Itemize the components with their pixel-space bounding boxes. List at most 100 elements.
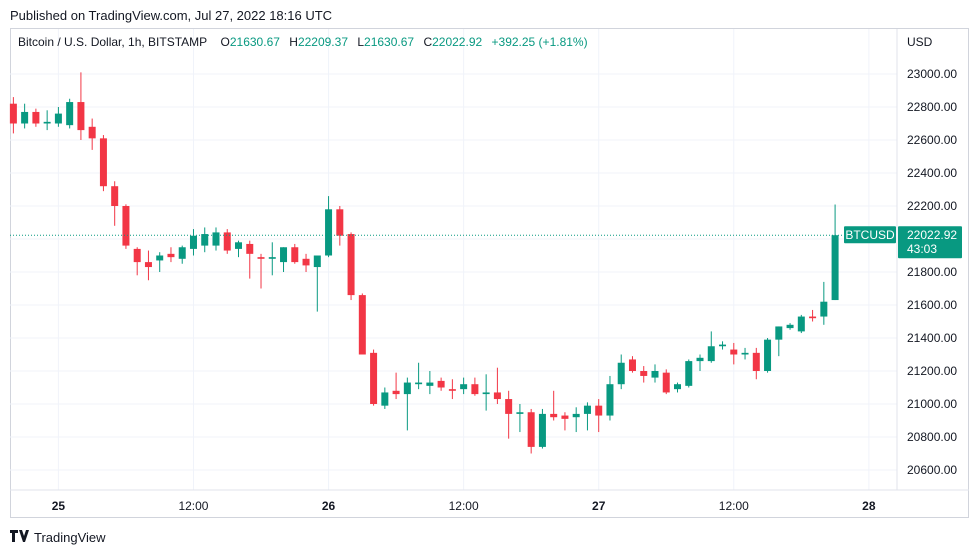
candle-body — [32, 111, 40, 124]
y-tick-label: 22800.00 — [907, 100, 957, 114]
candle-body — [381, 392, 389, 406]
candle-body — [201, 234, 209, 246]
brand-name: TradingView — [34, 529, 106, 545]
y-tick-label: 21600.00 — [907, 298, 957, 312]
candle-body — [606, 384, 614, 416]
legend-change: +392.25 (+1.81%) — [491, 35, 588, 49]
candle-body — [99, 138, 107, 187]
candle-body — [88, 126, 96, 139]
candle-body — [493, 392, 501, 400]
candle-body — [561, 415, 569, 419]
candle-body — [189, 235, 197, 249]
chart-frame[interactable] — [10, 28, 969, 518]
candle-body — [235, 242, 243, 249]
candle-body — [674, 384, 682, 390]
candle-body — [144, 262, 152, 268]
candle-body — [797, 316, 805, 332]
legend-open-value: 21630.67 — [229, 35, 280, 49]
candle-body — [54, 113, 62, 124]
candle-body — [313, 255, 321, 268]
published-note: Published on TradingView.com, Jul 27, 20… — [10, 8, 333, 23]
candle-body — [403, 382, 411, 395]
candle-body — [527, 412, 535, 447]
candle-body — [460, 384, 468, 390]
y-tick-label: 20600.00 — [907, 463, 957, 477]
countdown-tag: 43:03 — [907, 242, 937, 256]
y-tick-label: 22400.00 — [907, 166, 957, 180]
price-tag-bg — [898, 226, 962, 259]
candle-body — [268, 257, 276, 259]
candle-body — [66, 102, 74, 126]
x-tick-label: 26 — [322, 499, 336, 513]
y-tick-label: 21400.00 — [907, 331, 957, 345]
x-tick-label: 25 — [52, 499, 66, 513]
candle-body — [538, 413, 546, 447]
candle-body — [764, 339, 772, 371]
candle-body — [111, 186, 119, 206]
candle-body — [21, 111, 29, 124]
x-tick-label: 28 — [862, 499, 876, 513]
x-tick-label: 12:00 — [178, 499, 208, 513]
candle-body — [43, 121, 51, 124]
candle-body — [550, 413, 558, 418]
candle-body — [730, 349, 738, 355]
price-tag: 22022.92 — [907, 228, 957, 242]
candle-body — [640, 371, 648, 376]
candle-body — [133, 248, 141, 263]
symbol-tag-bg — [844, 226, 896, 244]
x-tick-label: 27 — [592, 499, 606, 513]
candle-body — [426, 382, 434, 386]
candle-body — [595, 405, 603, 416]
candle-body — [662, 372, 670, 393]
legend-low-value: 21630.67 — [364, 35, 415, 49]
candle-body — [77, 102, 85, 131]
candle-body — [572, 413, 580, 418]
candle-body — [786, 324, 794, 329]
candle-body — [820, 301, 828, 317]
y-tick-label: 20800.00 — [907, 430, 957, 444]
candle-body — [471, 384, 479, 395]
x-tick-label: 12:00 — [449, 499, 479, 513]
candle-body — [775, 326, 783, 340]
candle-body — [415, 382, 423, 385]
candle-body — [122, 206, 130, 246]
candle-body — [583, 405, 591, 414]
candle-body — [370, 352, 378, 404]
candle-body — [9, 103, 17, 124]
candle-body — [505, 399, 513, 414]
legend-close-key: C — [423, 35, 433, 49]
candle-body — [809, 316, 817, 319]
price-axis: 20600.00 20800.00 21000.00 21200.00 21400.00… — [907, 67, 957, 477]
candle-body — [696, 357, 704, 362]
candle-body — [719, 344, 727, 347]
candle-body — [448, 389, 456, 391]
y-tick-label: 21200.00 — [907, 364, 957, 378]
candle-body — [741, 352, 749, 355]
candle-body — [752, 352, 760, 371]
candle-body — [628, 359, 636, 371]
candle-body — [437, 380, 445, 388]
legend-high-value: 22209.37 — [297, 35, 348, 49]
candle-body — [280, 247, 288, 263]
y-tick-label: 21800.00 — [907, 265, 957, 279]
candle-body — [516, 412, 524, 414]
tradingview-brand[interactable]: TradingView — [10, 529, 106, 545]
candle-body — [302, 258, 310, 266]
candle-body — [617, 362, 625, 385]
y-tick-label: 21000.00 — [907, 397, 957, 411]
candle-body — [212, 232, 220, 246]
candle-body — [325, 209, 333, 256]
candle-body — [482, 392, 490, 395]
legend-close-value: 22022.92 — [432, 35, 483, 49]
x-tick-label: 12:00 — [719, 499, 749, 513]
legend-open-key: O — [220, 35, 230, 49]
candle-body — [167, 253, 175, 258]
chart-legend: Bitcoin / U.S. Dollar, 1h, BITSTAMP O216… — [18, 35, 594, 49]
currency-label: USD — [907, 35, 933, 49]
candle-body — [257, 257, 265, 259]
candle-body — [358, 295, 366, 355]
symbol-tag: BTCUSD — [845, 228, 895, 242]
y-tick-label: 22200.00 — [907, 199, 957, 213]
